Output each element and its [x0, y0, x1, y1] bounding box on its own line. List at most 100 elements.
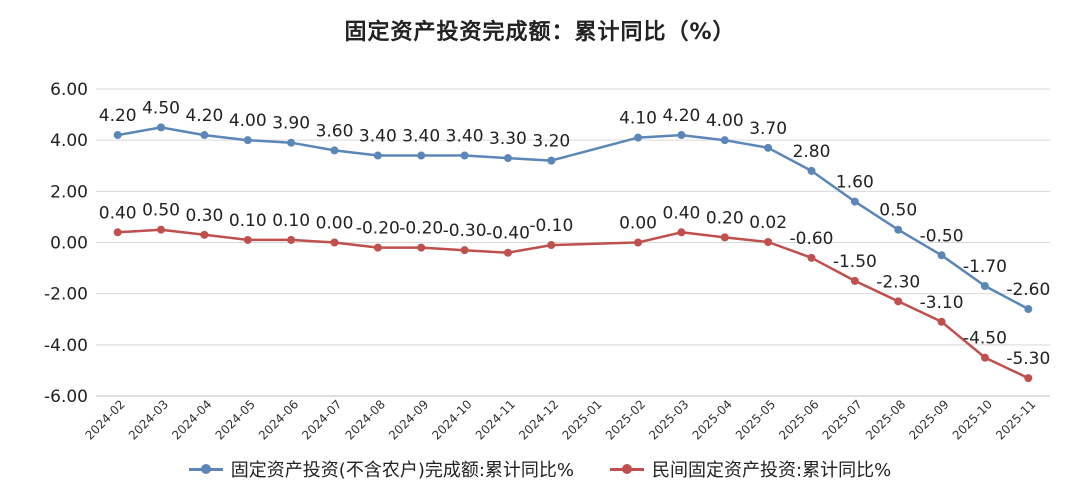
legend-swatch-private	[610, 463, 645, 475]
data-label: 0.20	[706, 208, 744, 228]
data-label: 4.00	[706, 111, 744, 131]
data-point	[894, 225, 903, 234]
data-point	[1024, 305, 1033, 314]
data-label: 0.00	[619, 214, 657, 234]
data-label: 3.20	[532, 132, 570, 152]
data-point	[243, 136, 252, 145]
x-tick-label: 2025-01	[559, 397, 604, 442]
data-point	[200, 131, 209, 140]
data-point	[503, 248, 512, 257]
x-tick-label: 2024-06	[256, 397, 301, 442]
data-point	[113, 131, 122, 140]
grid-lines	[96, 88, 1050, 397]
data-point	[547, 156, 556, 165]
data-point	[200, 230, 209, 239]
data-label: 4.10	[619, 109, 657, 129]
data-point	[460, 151, 469, 160]
x-tick-label: 2024-09	[386, 397, 431, 442]
data-label: -3.10	[920, 293, 964, 313]
data-point	[1024, 374, 1033, 383]
legend-swatch-fai	[188, 463, 223, 475]
data-label: -0.20	[399, 219, 443, 239]
data-label: 3.40	[359, 127, 397, 147]
y-tick-label: -4.00	[44, 336, 88, 356]
data-label: 0.50	[142, 201, 180, 221]
data-label: -4.50	[963, 329, 1007, 349]
data-point	[243, 235, 252, 244]
data-point	[373, 243, 382, 252]
data-point	[980, 281, 989, 290]
data-label: 3.90	[272, 114, 310, 134]
data-point	[894, 297, 903, 306]
legend-label-private: 民间固定资产投资:累计同比%	[652, 460, 892, 481]
data-label: 4.00	[229, 111, 267, 131]
data-point	[157, 123, 166, 132]
data-point	[807, 166, 816, 175]
data-point	[460, 246, 469, 255]
y-tick-label: -6.00	[44, 387, 88, 407]
x-tick-label: 2025-06	[776, 397, 821, 442]
data-label: 0.40	[662, 203, 700, 223]
data-label: -5.30	[1006, 349, 1050, 369]
data-label: 4.20	[185, 106, 223, 126]
chart-title: 固定资产投资完成额：累计同比（%）	[344, 20, 736, 45]
x-tick-label: 2025-08	[863, 397, 908, 442]
data-label: 3.70	[749, 119, 787, 139]
data-point	[937, 251, 946, 260]
data-point	[330, 146, 339, 155]
x-tick-label: 2025-09	[906, 397, 951, 442]
data-label: -0.60	[790, 229, 834, 249]
data-label: 3.30	[489, 129, 527, 149]
data-label: 0.10	[229, 211, 267, 231]
y-axis: 6.00 4.00 2.00 0.00 -2.00 -4.00 -6.00	[44, 80, 88, 407]
data-point	[503, 154, 512, 163]
data-point	[373, 151, 382, 160]
data-label: -0.20	[356, 219, 400, 239]
x-tick-label: 2024-11	[473, 397, 518, 442]
legend-label-fai: 固定资产投资(不含农户)完成额:累计同比%	[230, 460, 575, 481]
data-label: 0.50	[879, 201, 917, 221]
x-axis: 2024-022024-032024-042024-052024-062024-…	[82, 395, 1050, 443]
data-label: -1.50	[833, 252, 877, 272]
x-tick-label: 2025-07	[820, 397, 865, 442]
data-point	[720, 233, 729, 242]
x-tick-label: 2024-02	[82, 397, 127, 442]
data-label: 0.30	[185, 206, 223, 226]
x-tick-label: 2025-04	[690, 397, 735, 442]
data-point	[113, 228, 122, 237]
data-label: -0.10	[529, 216, 573, 236]
x-tick-label: 2025-03	[646, 397, 691, 442]
x-tick-label: 2024-07	[299, 397, 344, 442]
legend-item-fai: 固定资产投资(不含农户)完成额:累计同比%	[188, 456, 575, 482]
data-label: 0.40	[99, 203, 137, 223]
data-label: -0.40	[486, 224, 530, 244]
data-point	[980, 353, 989, 362]
series-group: 4.20 4.50 4.20 4.00 3.90 3.60 3.40 3.40 3.40 3.30…	[99, 98, 1050, 383]
y-tick-label: -2.00	[44, 285, 88, 305]
x-tick-label: 2025-10	[950, 397, 995, 442]
data-label: 1.60	[836, 173, 874, 193]
data-label: 0.10	[272, 211, 310, 231]
series-0: 4.20 4.50 4.20 4.00 3.90 3.60 3.40 3.40 3.40 3.30…	[99, 98, 1050, 314]
series-1: 0.40 0.50 0.30 0.10 0.10 0.00 -0.20 -0.20 -0.30-…	[99, 201, 1050, 383]
x-tick-label: 2024-12	[516, 397, 561, 442]
data-point	[547, 241, 556, 250]
data-point	[807, 253, 816, 262]
data-point	[677, 228, 686, 237]
data-label: 0.02	[749, 213, 787, 233]
data-label: 4.20	[99, 106, 137, 126]
x-tick-label: 2024-04	[169, 397, 214, 442]
y-tick-label: 6.00	[50, 80, 88, 100]
series-line	[117, 228, 1029, 380]
data-label: -1.70	[963, 257, 1007, 277]
x-tick-label: 2024-10	[429, 397, 474, 442]
data-point	[850, 276, 859, 285]
legend: 固定资产投资(不含农户)完成额:累计同比% 民间固定资产投资:累计同比%	[0, 456, 1080, 482]
x-tick-label: 2024-08	[343, 397, 388, 442]
y-tick-label: 2.00	[50, 182, 88, 202]
data-point	[417, 151, 426, 160]
x-tick-label: 2025-02	[603, 397, 648, 442]
data-point	[287, 138, 296, 147]
data-label: 4.50	[142, 98, 180, 118]
